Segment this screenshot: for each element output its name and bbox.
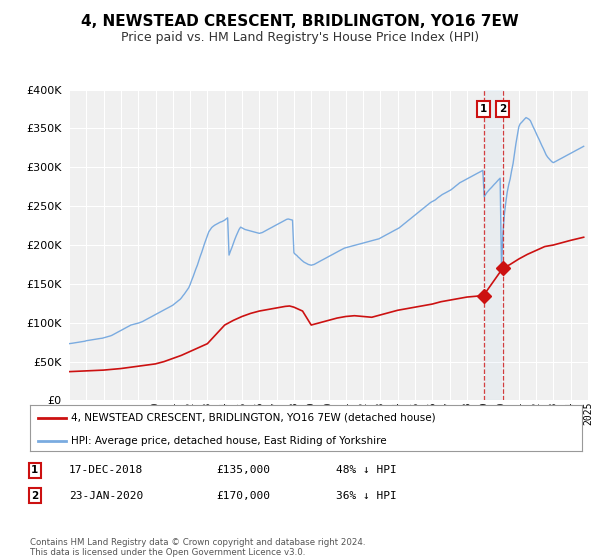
Text: 23-JAN-2020: 23-JAN-2020 [69, 491, 143, 501]
Text: 2: 2 [499, 104, 506, 114]
Text: 17-DEC-2018: 17-DEC-2018 [69, 465, 143, 475]
Text: 1: 1 [480, 104, 487, 114]
Text: 1: 1 [31, 465, 38, 475]
Text: 48% ↓ HPI: 48% ↓ HPI [336, 465, 397, 475]
Text: £135,000: £135,000 [216, 465, 270, 475]
Text: Price paid vs. HM Land Registry's House Price Index (HPI): Price paid vs. HM Land Registry's House … [121, 31, 479, 44]
Text: Contains HM Land Registry data © Crown copyright and database right 2024.
This d: Contains HM Land Registry data © Crown c… [30, 538, 365, 557]
Text: 4, NEWSTEAD CRESCENT, BRIDLINGTON, YO16 7EW (detached house): 4, NEWSTEAD CRESCENT, BRIDLINGTON, YO16 … [71, 413, 436, 423]
Text: 36% ↓ HPI: 36% ↓ HPI [336, 491, 397, 501]
Text: 2: 2 [31, 491, 38, 501]
Bar [484, 90, 503, 400]
Text: 4, NEWSTEAD CRESCENT, BRIDLINGTON, YO16 7EW: 4, NEWSTEAD CRESCENT, BRIDLINGTON, YO16 … [81, 14, 519, 29]
Text: £170,000: £170,000 [216, 491, 270, 501]
Text: HPI: Average price, detached house, East Riding of Yorkshire: HPI: Average price, detached house, East… [71, 436, 387, 446]
